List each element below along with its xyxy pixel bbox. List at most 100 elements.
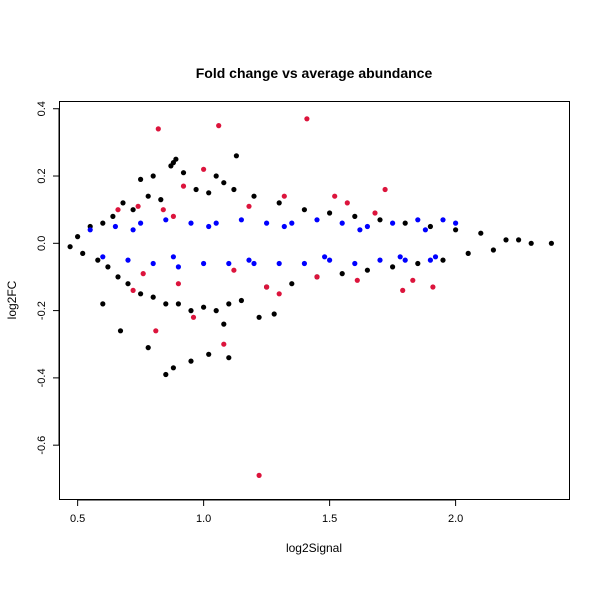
data-point [256,314,262,320]
data-point [80,250,86,256]
data-point [138,291,144,297]
data-point [440,217,446,223]
data-point [226,355,232,361]
data-point [130,287,136,293]
y-tick-label: 0.0 [36,236,48,251]
data-point [276,200,282,206]
x-tick-label: 0.5 [70,513,85,525]
points-layer [67,116,555,478]
data-point [130,207,136,213]
data-point [528,240,534,246]
data-point [478,230,484,236]
data-point [453,227,459,233]
data-point [170,254,176,260]
data-point [100,220,106,226]
data-point [238,297,244,304]
data-point [112,223,118,230]
data-point [339,220,345,226]
data-point [216,123,222,129]
y-tick-label: -0.2 [36,301,48,320]
data-point [170,365,176,371]
data-point [87,227,93,233]
data-point [226,301,232,307]
data-point [117,328,124,334]
data-point [276,260,282,267]
data-point [221,321,227,327]
data-point [322,254,328,260]
y-tick-label: -0.4 [36,368,48,387]
data-point [410,277,416,283]
data-point [503,237,509,243]
data-point [357,227,363,233]
data-point [402,257,408,263]
data-point [281,223,287,230]
y-tick-label: 0.2 [36,168,48,183]
data-point [382,186,388,193]
y-axis: -0.6 -0.4 -0.2 0.0 0.2 0.4 [36,101,60,455]
data-point [180,170,187,176]
data-point [516,237,522,243]
data-point [327,210,333,216]
data-point [344,200,350,206]
data-point [138,176,144,182]
data-point [453,220,459,226]
data-point [150,260,156,267]
data-point [289,281,295,287]
data-point [289,220,295,226]
data-point [145,345,151,351]
data-point [432,254,439,260]
data-point [158,197,164,203]
data-point [213,308,219,314]
data-point [110,213,116,219]
data-point [95,257,101,263]
data-point [246,257,252,263]
data-point [130,227,136,233]
data-point [100,254,106,260]
data-point [246,203,252,209]
data-point [354,277,360,283]
y-axis-label: log2FC [5,280,19,319]
data-point [125,281,131,287]
data-point [188,358,194,364]
data-point [251,260,257,267]
data-point [138,220,144,226]
data-point [175,301,181,307]
data-point [264,284,270,290]
data-point [175,264,181,270]
data-point [301,207,307,213]
data-point [281,193,287,199]
data-point [276,291,282,297]
data-point [188,220,194,226]
data-point [170,213,176,219]
data-point [193,186,199,193]
data-point [188,308,194,314]
data-point [120,200,126,206]
data-point [213,173,219,179]
data-point [163,301,169,307]
data-point [400,287,406,293]
data-point [377,217,383,223]
data-point [221,341,227,347]
chart-title: Fold change vs average abundance [196,65,433,81]
data-point [372,210,378,216]
data-point [427,257,433,263]
data-point [440,257,446,263]
data-point [173,156,179,162]
data-point [397,254,403,260]
data-point [238,217,244,223]
data-point [155,126,161,132]
data-point [390,264,396,270]
data-point [125,257,131,263]
data-point [422,227,428,233]
data-point [175,281,181,287]
data-point [332,193,338,199]
data-point [314,274,320,280]
data-point [67,244,73,250]
y-tick-label: -0.6 [36,436,48,455]
data-point [256,472,262,478]
data-point [304,116,310,122]
data-point [264,220,270,226]
data-point [201,166,207,172]
data-point [201,304,207,310]
data-point [251,193,257,199]
